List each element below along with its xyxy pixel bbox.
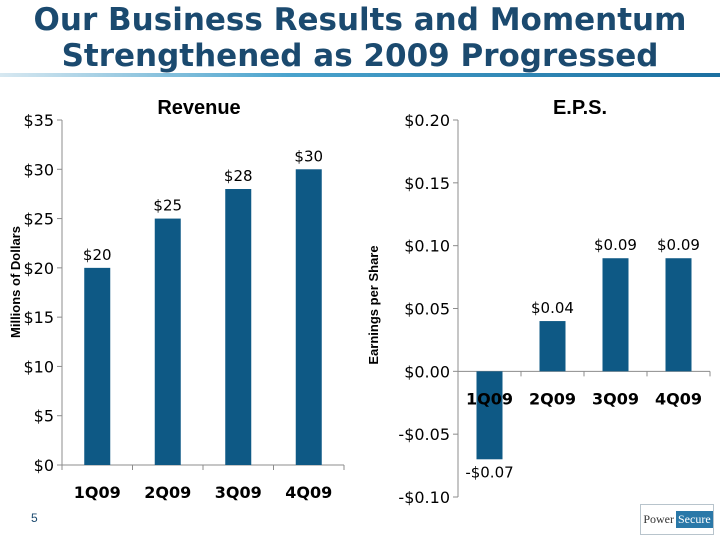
eps-data-label: $0.09 [657, 236, 700, 254]
revenue-category-label: 1Q09 [74, 483, 121, 502]
revenue-category-label: 3Q09 [215, 483, 262, 502]
revenue-y-tick-label: $25 [23, 210, 54, 229]
eps-category-label: 3Q09 [592, 389, 639, 408]
logo-power-text: Power [643, 512, 674, 526]
revenue-data-label: $20 [83, 246, 112, 264]
eps-bar-2q09 [539, 321, 566, 372]
revenue-chart-title: Revenue [157, 97, 240, 119]
eps-data-label: -$0.07 [465, 463, 513, 481]
revenue-data-label: $28 [224, 167, 253, 185]
revenue-y-tick-label: $30 [23, 160, 54, 179]
slide-title-line-1: Our Business Results and Momentum [33, 2, 687, 38]
page-number: 5 [31, 511, 38, 525]
revenue-y-tick-label: $5 [34, 407, 54, 426]
eps-y-tick-label: -$0.05 [398, 425, 450, 444]
eps-chart-title: E.P.S. [553, 97, 607, 119]
revenue-y-axis-title: Millions of Dollars [8, 226, 23, 338]
eps-y-tick-label: $0.15 [404, 174, 450, 193]
eps-y-tick-label: $0.00 [404, 362, 450, 381]
revenue-bar-2q09 [154, 218, 181, 465]
eps-chart: E.P.S. Earnings per Share -$0.10 -$0.05 $0.0… [366, 97, 711, 507]
eps-y-tick-label: $0.10 [404, 237, 450, 256]
revenue-y-tick-label: $15 [23, 308, 54, 327]
logo-secure-text: Secure [676, 511, 713, 528]
revenue-y-tick-label: $35 [23, 111, 54, 130]
slide-title-line-2: Strengthened as 2009 Progressed [61, 38, 659, 74]
eps-category-label: 4Q09 [655, 389, 702, 408]
revenue-category-label: 2Q09 [144, 483, 191, 502]
title-divider [0, 73, 720, 77]
revenue-y-tick-label: $10 [23, 357, 54, 376]
eps-y-axis-title: Earnings per Share [366, 245, 381, 364]
revenue-y-tick-label: $20 [23, 259, 54, 278]
eps-bar-1q09 [476, 371, 503, 460]
revenue-bar-3q09 [225, 189, 252, 465]
eps-bar-3q09 [602, 258, 629, 372]
revenue-bar-1q09 [84, 267, 111, 465]
eps-y-tick-label: $0.05 [404, 300, 450, 319]
revenue-chart: Revenue Millions of Dollars $0 $5 $10 $15 $20 $… [8, 97, 345, 502]
eps-category-label: 2Q09 [529, 389, 576, 408]
revenue-bar-4q09 [295, 169, 322, 466]
eps-y-tick-label: $0.20 [404, 111, 450, 130]
eps-y-tick-label: -$0.10 [398, 488, 450, 507]
revenue-data-label: $30 [294, 147, 323, 165]
eps-data-label: $0.04 [531, 299, 574, 317]
eps-category-label: 1Q09 [466, 389, 513, 408]
slide-title: Our Business Results and Momentum Streng… [0, 2, 720, 74]
eps-bar-4q09 [665, 258, 692, 372]
revenue-y-tick-label: $0 [34, 456, 54, 475]
powersecure-logo: Power Secure [640, 504, 714, 535]
eps-data-label: $0.09 [594, 236, 637, 254]
revenue-category-label: 4Q09 [285, 483, 332, 502]
revenue-data-label: $25 [153, 197, 182, 215]
